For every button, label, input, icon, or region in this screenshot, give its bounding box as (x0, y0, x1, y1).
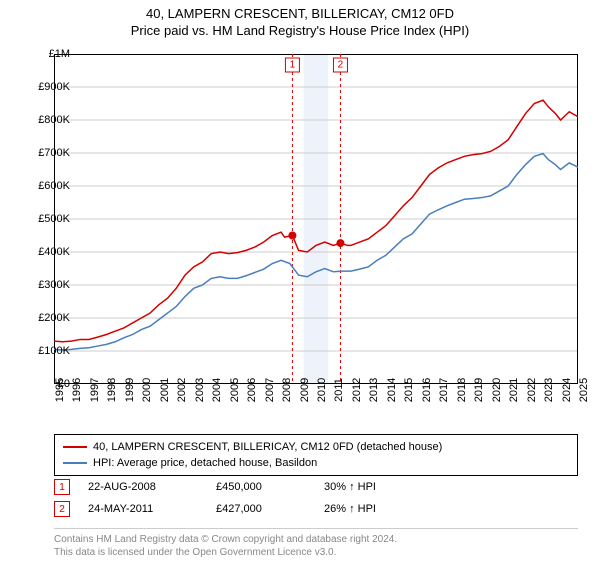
footer-line-2: This data is licensed under the Open Gov… (54, 546, 578, 559)
legend-box: 40, LAMPERN CRESCENT, BILLERICAY, CM12 0… (54, 434, 578, 476)
marker-row-1: 1 22-AUG-2008 £450,000 30% ↑ HPI (54, 476, 578, 498)
marker-num-2: 2 (54, 501, 70, 517)
legend-row-property: 40, LAMPERN CRESCENT, BILLERICAY, CM12 0… (63, 439, 569, 455)
marker-num-1: 1 (54, 479, 70, 495)
svg-text:2: 2 (338, 60, 344, 71)
legend-label-property: 40, LAMPERN CRESCENT, BILLERICAY, CM12 0… (93, 441, 442, 453)
marker-date-2: 24-MAY-2011 (88, 503, 198, 515)
marker-pct-1: 30% ↑ HPI (324, 481, 376, 493)
marker-table: 1 22-AUG-2008 £450,000 30% ↑ HPI 2 24-MA… (54, 476, 578, 520)
legend-row-hpi: HPI: Average price, detached house, Basi… (63, 455, 569, 471)
legend-label-hpi: HPI: Average price, detached house, Basi… (93, 457, 317, 469)
marker-pct-2: 26% ↑ HPI (324, 503, 376, 515)
marker-price-2: £427,000 (216, 503, 306, 515)
chart-title: 40, LAMPERN CRESCENT, BILLERICAY, CM12 0… (0, 6, 600, 21)
chart-container: 40, LAMPERN CRESCENT, BILLERICAY, CM12 0… (0, 6, 600, 566)
legend-swatch-property (63, 446, 87, 448)
footer-line-1: Contains HM Land Registry data © Crown c… (54, 533, 578, 546)
chart-area: 12 (54, 54, 578, 384)
legend-swatch-hpi (63, 462, 87, 464)
chart-svg: 12 (54, 54, 578, 384)
footer: Contains HM Land Registry data © Crown c… (54, 528, 578, 559)
marker-row-2: 2 24-MAY-2011 £427,000 26% ↑ HPI (54, 498, 578, 520)
marker-price-1: £450,000 (216, 481, 306, 493)
svg-text:1: 1 (290, 60, 296, 71)
chart-subtitle: Price paid vs. HM Land Registry's House … (0, 23, 600, 38)
marker-date-1: 22-AUG-2008 (88, 481, 198, 493)
